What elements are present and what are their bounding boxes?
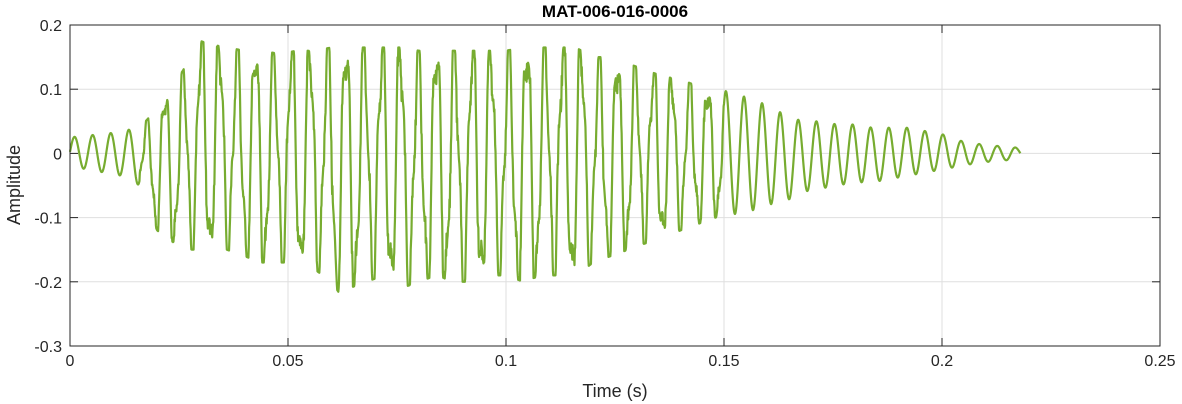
x-tick-label: 0.2 [931,353,953,370]
chart-title: MAT-006-016-0006 [542,2,688,21]
y-axis-label: Amplitude [4,145,24,225]
y-tick-label: -0.1 [34,211,62,228]
x-tick-label: 0.25 [1144,353,1175,370]
y-tick-label: 0.2 [40,18,62,35]
plot-area [70,25,1160,346]
tick-labels: 0 0.05 0.1 0.15 0.2 0.25 -0.3 -0.2 -0.1 0 0.1 0.2 [34,18,1175,370]
y-tick-label: 0.1 [40,82,62,99]
x-axis-label: Time (s) [582,381,647,401]
y-tick-label: 0 [53,146,62,163]
series-layer [68,40,1022,293]
series-line-0 [68,40,1022,293]
x-tick-label: 0.05 [272,353,303,370]
x-tick-label: 0.1 [495,353,517,370]
y-tick-label: -0.3 [34,339,62,356]
x-tick-label: 0.15 [708,353,739,370]
axes-box [69,24,1161,347]
y-tick-label: -0.2 [34,275,62,292]
ticks [69,24,1161,347]
x-tick-label: 0 [66,353,75,370]
